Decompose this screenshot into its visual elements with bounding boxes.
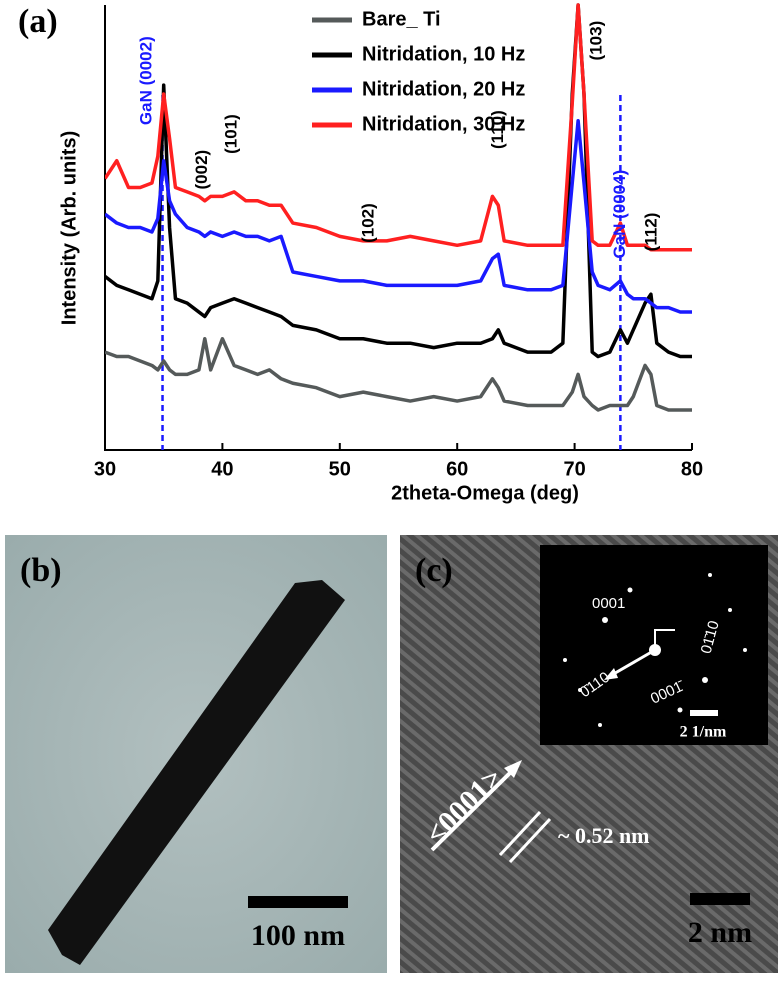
axes (104, 5, 692, 451)
x-tick-label: 40 (211, 458, 233, 480)
scale-label: 2 nm (688, 916, 752, 949)
spacing-marker (498, 810, 552, 864)
scale-bar (248, 896, 348, 908)
legend-label: Bare_ Ti (362, 8, 441, 30)
plot (105, 3, 692, 412)
scale-label: 2 1/nm (680, 724, 727, 741)
x-tick-label: 70 (563, 458, 585, 480)
line-series (105, 337, 692, 412)
spot-label: 0001 (592, 595, 625, 612)
nanorod (48, 580, 345, 965)
peak-label: (101) (221, 114, 240, 154)
scale-label: 100 nm (251, 919, 345, 952)
peak-label: (112) (642, 213, 661, 252)
panel-b: 100 nm (b) (5, 535, 387, 973)
peak-label: (110) (488, 110, 507, 149)
x-tick-label: 60 (446, 458, 468, 480)
y-axis-label: Intensity (Arb. units) (58, 131, 80, 325)
panel-label: (b) (20, 552, 62, 589)
spacing-label: ~ 0.52 nm (558, 823, 650, 848)
x-tick-label: 80 (681, 458, 703, 480)
arrow-head (604, 668, 618, 680)
arrow (430, 763, 520, 852)
x-axis-label: 2theta-Omega (deg) (391, 482, 579, 504)
x-tick-label: 50 (329, 458, 351, 480)
peak-label: GaN (0002) (137, 36, 156, 125)
scale-bar (690, 893, 750, 905)
legend-label: Nitridation, 10 Hz (362, 43, 525, 65)
arrow (609, 648, 656, 678)
legend-label: Nitridation, 20 Hz (362, 78, 525, 100)
line-series (105, 3, 692, 359)
peak-label: (102) (359, 203, 378, 243)
panel-c: 0001 01̄10 0̄110 0001̄ 2 1/nm <0001> ~ 0… (400, 535, 778, 973)
panel-label: (c) (415, 552, 453, 589)
x-tick-label: 30 (94, 458, 116, 480)
legend-label: Nitridation, 30 Hz (362, 113, 525, 135)
scale-bar (690, 710, 718, 716)
line-series (105, 118, 692, 314)
peak-label: (103) (586, 21, 605, 61)
line-series (105, 3, 692, 252)
panel-label: (a) (18, 3, 58, 40)
axis-marker (654, 629, 675, 650)
arrow-head (504, 760, 522, 778)
peak-label: (002) (192, 150, 211, 190)
peak-label: GaN (0004) (610, 170, 629, 259)
